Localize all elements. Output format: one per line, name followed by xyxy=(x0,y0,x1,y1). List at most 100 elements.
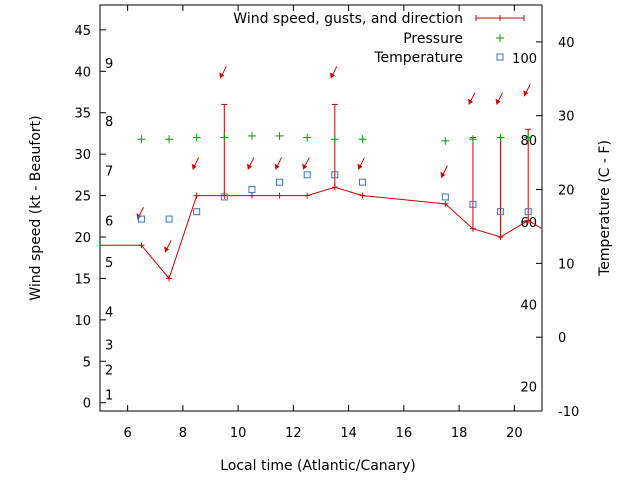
legend-swatch-temperature xyxy=(496,53,504,61)
x-tick-label: 14 xyxy=(340,426,357,441)
pressure-point xyxy=(330,135,339,144)
pressure-point xyxy=(220,133,229,142)
temperature-point xyxy=(303,171,311,179)
wind-direction-arrow xyxy=(219,66,227,79)
pressure-point xyxy=(303,133,312,142)
y2-tick-label: 10 xyxy=(558,257,575,272)
pressure-point xyxy=(275,131,284,140)
temperature-point xyxy=(165,215,173,223)
y-tick-label: 45 xyxy=(74,24,91,39)
wind-direction-arrow xyxy=(302,157,310,170)
y2-axis-title: Temperature (C - F) xyxy=(597,140,613,277)
legend: Wind speed, gusts, and direction Pressure… xyxy=(233,11,525,66)
wind-direction-arrow-head xyxy=(219,72,225,79)
x-tick-label: 8 xyxy=(179,426,187,441)
x-tick-label: 20 xyxy=(506,426,523,441)
temperature-point xyxy=(469,200,477,208)
wind-direction-arrow xyxy=(246,157,255,170)
pressure-point xyxy=(247,131,256,140)
fahrenheit-label: 80 xyxy=(520,134,537,149)
fahrenheit-label: 100 xyxy=(512,52,537,67)
temperature-point xyxy=(248,186,256,194)
fahrenheit-label: 40 xyxy=(520,299,537,314)
wind-direction-arrow-head xyxy=(523,90,529,97)
wind-direction-arrow xyxy=(440,165,448,179)
pressure-series xyxy=(137,131,533,145)
x-axis-title: Local time (Atlantic/Canary) xyxy=(220,458,416,474)
wind-direction-arrow xyxy=(274,157,283,170)
beaufort-label: 8 xyxy=(105,115,113,130)
legend-label-temperature: Temperature xyxy=(373,50,463,66)
pressure-point xyxy=(358,135,367,144)
temperature-point xyxy=(220,193,228,201)
wind-direction-arrow-head xyxy=(357,163,363,170)
y2-tick-label: 30 xyxy=(558,110,575,125)
beaufort-scale: 1 2 3 4 5 6 7 8 9 xyxy=(105,57,113,403)
temperature-point xyxy=(193,208,201,216)
beaufort-label: 2 xyxy=(105,364,113,379)
beaufort-label: 1 xyxy=(105,388,113,403)
y-tick-label: 10 xyxy=(74,314,91,329)
plot-area-frame xyxy=(99,4,543,412)
temperature-point xyxy=(137,215,145,223)
wind-direction-arrow xyxy=(191,157,200,170)
wind-direction-arrow xyxy=(523,84,531,97)
temperature-point xyxy=(524,208,532,216)
wind-direction-arrow xyxy=(164,240,172,253)
fahrenheit-scale: 20 40 60 80 100 xyxy=(512,52,537,395)
wind-direction-arrow xyxy=(495,92,504,105)
axis-ticks: 6 8 10 12 14 16 18 20051015202530354045-1001020… xyxy=(74,5,579,441)
wind-direction-arrow-head xyxy=(191,163,197,170)
wind-series xyxy=(100,66,542,282)
temperature-point xyxy=(497,208,505,216)
wind-direction-arrow xyxy=(357,157,365,170)
pressure-point xyxy=(524,133,533,142)
fahrenheit-label: 20 xyxy=(520,381,537,396)
beaufort-label: 5 xyxy=(105,256,113,271)
pressure-point xyxy=(441,136,450,145)
fahrenheit-label: 60 xyxy=(520,216,537,231)
beaufort-label: 3 xyxy=(105,339,113,354)
temperature-series xyxy=(137,171,532,223)
y2-tick-label: 40 xyxy=(558,36,575,51)
y-tick-label: 0 xyxy=(83,397,91,412)
wind-direction-arrow-head xyxy=(495,98,501,105)
beaufort-label: 9 xyxy=(105,57,113,72)
y-tick-label: 40 xyxy=(74,65,91,80)
pressure-point xyxy=(165,135,174,144)
temperature-point xyxy=(358,178,366,186)
wind-direction-arrow-head xyxy=(467,98,473,105)
wind-direction-arrow xyxy=(136,207,144,220)
beaufort-label: 6 xyxy=(105,214,113,229)
y-tick-label: 5 xyxy=(83,355,91,370)
pressure-point xyxy=(468,135,477,144)
x-tick-label: 12 xyxy=(285,426,302,441)
y-tick-label: 20 xyxy=(74,231,91,246)
y2-tick-label: 20 xyxy=(558,184,575,199)
y2-tick-label: 0 xyxy=(558,331,566,346)
temperature-point xyxy=(276,178,284,186)
temperature-point xyxy=(331,171,339,179)
x-tick-label: 18 xyxy=(451,426,468,441)
wind-direction-arrow-head xyxy=(440,171,446,178)
y-tick-label: 15 xyxy=(74,272,91,287)
pressure-point xyxy=(137,135,146,144)
x-tick-label: 10 xyxy=(230,426,247,441)
x-tick-label: 16 xyxy=(396,426,413,441)
wind-direction-arrow xyxy=(467,92,476,105)
y-tick-label: 35 xyxy=(74,107,91,122)
y-tick-label: 30 xyxy=(74,148,91,163)
wind-direction-arrow-head xyxy=(164,246,170,253)
y-axis-title: Wind speed (kt - Beaufort) xyxy=(28,115,44,300)
y-tick-label: 25 xyxy=(74,190,91,205)
wind-direction-arrow-head xyxy=(246,163,252,170)
pressure-point xyxy=(496,133,505,142)
legend-label-wind: Wind speed, gusts, and direction xyxy=(233,11,463,27)
wind-direction-arrow xyxy=(329,66,338,79)
x-tick-label: 6 xyxy=(123,426,131,441)
wind-direction-arrow-head xyxy=(274,163,280,170)
temperature-point xyxy=(441,193,449,201)
beaufort-label: 4 xyxy=(105,306,113,321)
pressure-point xyxy=(192,133,201,142)
